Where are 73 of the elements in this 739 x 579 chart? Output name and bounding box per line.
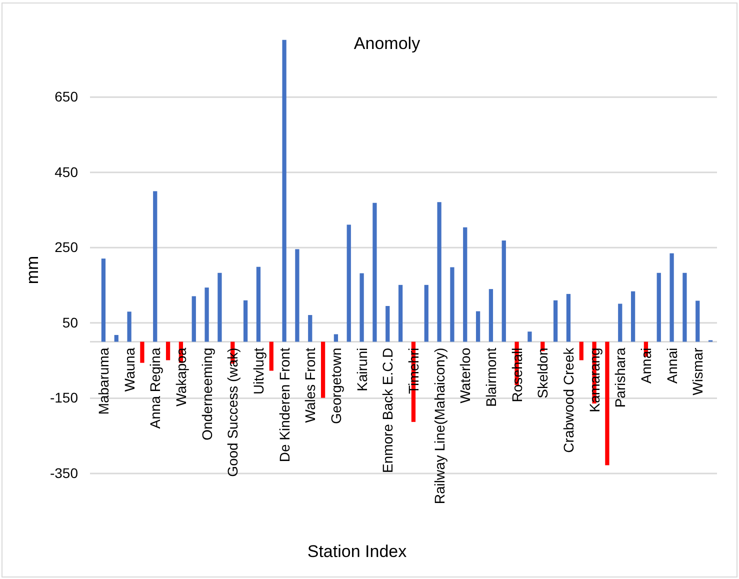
bar [528, 332, 532, 342]
x-tick-label: Enmore Back E.C.D [380, 348, 396, 474]
x-tick-label: Kairuni [354, 348, 370, 392]
bar [269, 342, 274, 371]
bar [682, 272, 687, 342]
x-tick-label: Mabaruma [95, 348, 112, 415]
bar [476, 311, 480, 342]
bar [398, 284, 403, 342]
bar [360, 273, 364, 342]
bar [295, 249, 300, 342]
bar [553, 300, 558, 342]
y-tick-label: 450 [54, 164, 78, 180]
x-tick-label: Timehri [405, 348, 422, 394]
x-tick-label: Anna Regina [147, 348, 164, 429]
bar [218, 272, 222, 342]
bar [605, 342, 610, 466]
bar [140, 342, 144, 363]
bar [192, 296, 196, 342]
y-tick-label: -150 [50, 390, 78, 406]
x-tick-label: Uitvlugt [250, 348, 266, 394]
bar [153, 191, 158, 342]
bar [488, 289, 494, 342]
bar [282, 40, 286, 342]
y-tick-label: 250 [54, 239, 78, 256]
x-tick-label: Wakapoa [172, 348, 189, 406]
y-tick-label: 50 [62, 314, 78, 330]
x-tick-label: Good Success (wak) [224, 348, 241, 477]
x-tick-label: Kamarang [586, 348, 602, 412]
bar [166, 342, 170, 360]
bar [424, 284, 428, 342]
bar [566, 294, 571, 342]
bar [450, 267, 454, 342]
bar [114, 334, 118, 342]
bar [463, 227, 468, 342]
bar [630, 291, 636, 342]
bar [101, 258, 106, 342]
bar [502, 240, 506, 342]
bar [670, 253, 674, 342]
x-tick-label: Railway Line(Mahaicony) [431, 348, 448, 504]
x-tick-label: Wismar [690, 347, 706, 396]
bar [696, 300, 700, 342]
bar [656, 272, 661, 342]
bar [618, 304, 622, 342]
bar [308, 315, 312, 342]
bar [243, 300, 248, 342]
bar [204, 288, 209, 342]
bar [346, 224, 351, 342]
x-tick-label: Onderneeming [198, 348, 215, 440]
x-tick-label: Crabwood Creek [560, 346, 576, 453]
x-tick-label: Waterloo [457, 348, 474, 404]
x-tick-label: Annai [638, 348, 654, 384]
y-tick-label: 650 [54, 88, 78, 105]
bar [437, 202, 442, 342]
bar [579, 342, 584, 360]
y-tick-label: -350 [50, 464, 78, 481]
x-tick-label: Blairmont [482, 348, 499, 407]
bar [372, 202, 377, 342]
x-tick-label: Parishara [612, 348, 628, 408]
x-tick-label: Rosehall [508, 348, 525, 402]
x-tick-label: Wauna [121, 348, 138, 392]
text: Anomoly [354, 34, 421, 53]
bar [320, 342, 326, 398]
x-axis-title: Station Index [307, 542, 408, 561]
x-tick-label: Georgetown [328, 348, 344, 424]
bar [256, 266, 261, 342]
x-tick-label: De Kinderen Front [276, 348, 292, 462]
x-tick-label: Wales Front [302, 348, 318, 423]
bar [334, 334, 338, 342]
x-tick-label: Skeldon [534, 348, 551, 398]
y-axis-title: mm [23, 256, 42, 284]
bar [386, 306, 390, 342]
x-tick-label: Annai [664, 348, 680, 384]
bar [127, 312, 132, 342]
